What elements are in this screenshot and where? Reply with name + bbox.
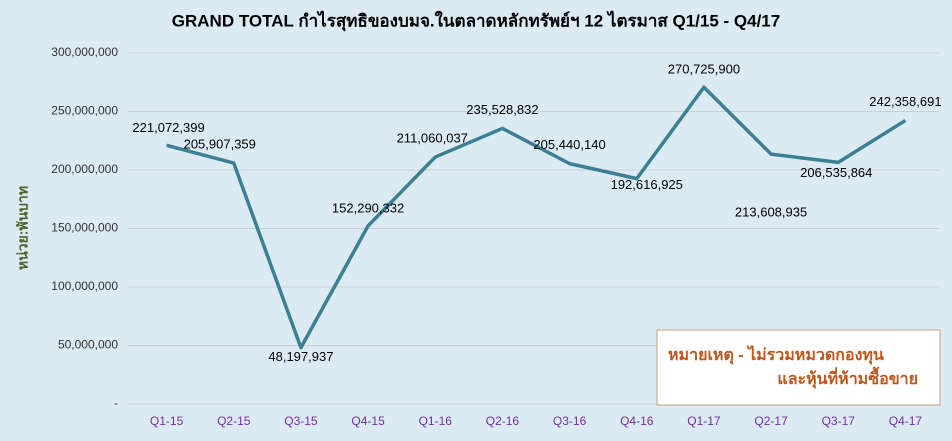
x-tick-label: Q4-16 — [620, 414, 654, 428]
x-tick-label: Q3-16 — [553, 414, 587, 428]
data-label: 205,440,140 — [533, 137, 605, 152]
x-tick-label: Q2-16 — [486, 414, 520, 428]
x-tick-label: Q4-17 — [889, 414, 923, 428]
chart-title: GRAND TOTAL กำไรสุทธิของบมจ.ในตลาดหลักทร… — [172, 10, 780, 31]
y-tick-label: 250,000,000 — [51, 104, 118, 118]
x-tick-label: Q1-16 — [419, 414, 453, 428]
y-tick-label: 300,000,000 — [51, 45, 118, 59]
data-label: 152,290,332 — [332, 200, 404, 215]
data-label: 192,616,925 — [611, 177, 683, 192]
data-label: 205,907,359 — [184, 137, 256, 152]
y-axis-label: หน่วย:พันบาท — [15, 186, 31, 270]
x-tick-label: Q3-17 — [822, 414, 856, 428]
data-label: 242,358,691 — [869, 94, 941, 109]
y-tick-label: 150,000,000 — [51, 221, 118, 235]
x-tick-label: Q2-15 — [217, 414, 251, 428]
y-tick-label: 100,000,000 — [51, 279, 118, 293]
data-label: 270,725,900 — [668, 62, 740, 77]
x-tick-label: Q4-15 — [351, 414, 385, 428]
data-line — [166, 85, 907, 350]
note-line: และหุ้นที่ห้ามซื้อขาย — [777, 366, 918, 389]
y-tick-label: 200,000,000 — [51, 162, 118, 176]
data-label: 213,608,935 — [735, 205, 807, 220]
data-label: 48,197,937 — [268, 349, 333, 364]
y-tick-label: - — [114, 396, 118, 410]
x-tick-label: Q1-15 — [150, 414, 184, 428]
data-label: 221,072,399 — [132, 120, 204, 135]
note-line: หมายเหตุ - ไม่รวมหมวดกองทุน — [668, 345, 884, 365]
x-tick-label: Q1-17 — [687, 414, 721, 428]
data-label: 206,535,864 — [800, 165, 872, 180]
data-label: 235,528,832 — [466, 102, 538, 117]
y-tick-label: 50,000,000 — [58, 338, 118, 352]
data-label: 211,060,037 — [397, 130, 468, 145]
note-box — [656, 329, 941, 406]
x-tick-label: Q3-15 — [284, 414, 318, 428]
x-tick-label: Q2-17 — [754, 414, 788, 428]
